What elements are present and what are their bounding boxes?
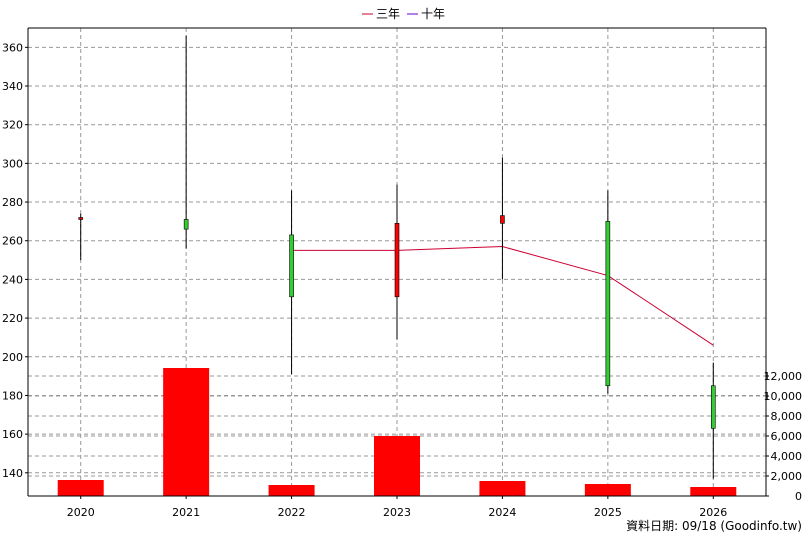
price-tick-label: 320 [2,119,23,132]
volume-tick-label: 2,000 [771,470,803,483]
volume-tick-label: 12,000 [764,370,803,383]
data-date-footer: 資料日期: 09/18 (Goodinfo.tw) [626,519,802,533]
x-tick-label: 2020 [67,506,95,519]
volume-bar [374,436,420,496]
price-tick-label: 180 [2,389,23,402]
price-tick-label: 300 [2,157,23,170]
legend-label-10y: 十年 [421,7,445,21]
volume-tick-label: 4,000 [771,450,803,463]
x-tick-label: 2021 [172,506,200,519]
candle-body [78,217,84,220]
volume-bar [690,487,737,496]
volume-bar [584,484,631,496]
candle-body [183,219,189,230]
candle-body [710,385,716,429]
x-tick-label: 2025 [594,506,622,519]
price-candles [78,35,716,479]
price-tick-label: 220 [2,312,23,325]
volume-bar [163,368,210,496]
candle-body [394,223,400,298]
price-tick-label: 260 [2,235,23,248]
volume-tick-label: 8,000 [771,410,803,423]
volume-bar [268,485,315,496]
volume-bars [57,368,737,496]
legend-label-3y: 三年 [376,7,400,21]
candle-body [605,221,611,387]
price-tick-label: 280 [2,196,23,209]
chart-axes: 140 160 180 200 220 240 260 280 300 320 340 360 0 2,0… [2,27,803,519]
price-tick-label: 160 [2,428,23,441]
x-tick-label: 2023 [383,506,411,519]
chart-legend: 三年 十年 [362,7,445,21]
x-tick-label: 2022 [278,506,306,519]
volume-bar [57,480,104,496]
candle-body [289,234,294,298]
x-tick-label: 2024 [488,506,516,519]
candle-body [500,215,505,224]
price-tick-label: 340 [2,80,23,93]
volume-tick-label: 6,000 [771,430,803,443]
price-tick-label: 200 [2,351,23,364]
volume-bar [479,481,526,496]
volume-tick-label: 0 [795,490,802,503]
price-tick-label: 140 [2,467,23,480]
volume-tick-label: 10,000 [764,390,803,403]
price-tick-label: 360 [2,41,23,54]
x-tick-label: 2026 [699,506,727,519]
price-tick-label: 240 [2,273,23,286]
